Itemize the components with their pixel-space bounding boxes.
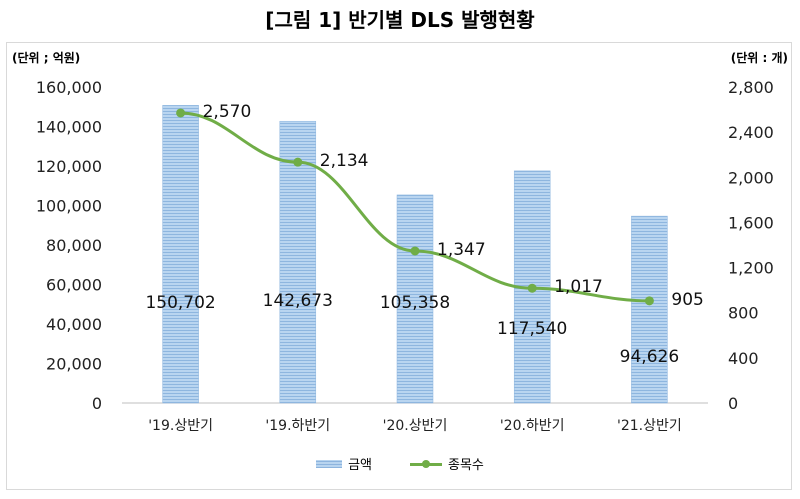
y-left-tick-label: 140,000 (36, 118, 102, 137)
bar-amount (631, 215, 668, 404)
line-point (527, 283, 537, 293)
bar-value-label: 117,540 (497, 319, 567, 339)
y-left-tick-label: 160,000 (36, 78, 102, 97)
legend-bar-swatch (316, 459, 343, 468)
x-tick-label: '21.상반기 (617, 418, 682, 434)
x-tick-label: '20.하반기 (500, 418, 565, 434)
chart-frame (6, 42, 792, 490)
y-right-tick-label: 2,800 (728, 78, 774, 97)
line-point (410, 246, 420, 256)
bar-amount (279, 120, 317, 404)
y-left-tick-label: 20,000 (46, 355, 102, 374)
x-tick-label: '19.하반기 (265, 418, 330, 434)
y-left-tick-label: 0 (92, 394, 102, 413)
bar-amount (162, 105, 199, 404)
y-left-tick-label: 60,000 (46, 276, 102, 295)
y-right-tick-label: 1,600 (728, 213, 774, 232)
line-value-label: 905 (671, 290, 703, 310)
line-value-label: 1,347 (437, 240, 486, 260)
y-left-tick-label: 100,000 (36, 197, 102, 216)
legend: 금액 종목수 (0, 454, 800, 473)
y-left-tick-label: 120,000 (36, 157, 102, 176)
legend-label-amount: 금액 (348, 458, 373, 473)
bar-value-label: 105,358 (380, 293, 450, 313)
line-value-label: 2,134 (320, 151, 369, 171)
line-value-label: 1,017 (554, 277, 603, 297)
y-right-tick-label: 2,000 (728, 168, 774, 187)
legend-item-count: 종목수 (410, 454, 484, 473)
bar-value-label: 142,673 (263, 291, 333, 311)
line-count (180, 111, 650, 303)
line-point (293, 157, 303, 167)
line-point (644, 296, 654, 306)
y-right-tick-label: 0 (728, 394, 738, 413)
line-point (176, 108, 186, 118)
legend-label-count: 종목수 (448, 458, 484, 473)
left-axis-unit: (단위 ; 억원) (12, 51, 81, 65)
legend-item-amount: 금액 (316, 454, 372, 473)
chart-title: [그림 1] 반기별 DLS 발행현황 (265, 8, 535, 32)
y-left-tick-label: 80,000 (46, 236, 102, 255)
bar-amount (396, 194, 434, 404)
x-tick-label: '20.상반기 (383, 418, 448, 434)
y-right-tick-label: 2,400 (728, 123, 774, 142)
bar-value-label: 94,626 (620, 347, 679, 367)
y-right-tick-label: 800 (728, 304, 759, 323)
bar-value-label: 150,702 (145, 293, 215, 313)
legend-line-swatch (410, 459, 443, 469)
y-left-tick-label: 40,000 (46, 315, 102, 334)
y-right-tick-label: 400 (728, 349, 759, 368)
y-right-tick-label: 1,200 (728, 259, 774, 278)
right-axis-unit: (단위 : 개) (730, 51, 788, 65)
x-tick-label: '19.상반기 (148, 418, 213, 434)
line-value-label: 2,570 (203, 102, 252, 122)
